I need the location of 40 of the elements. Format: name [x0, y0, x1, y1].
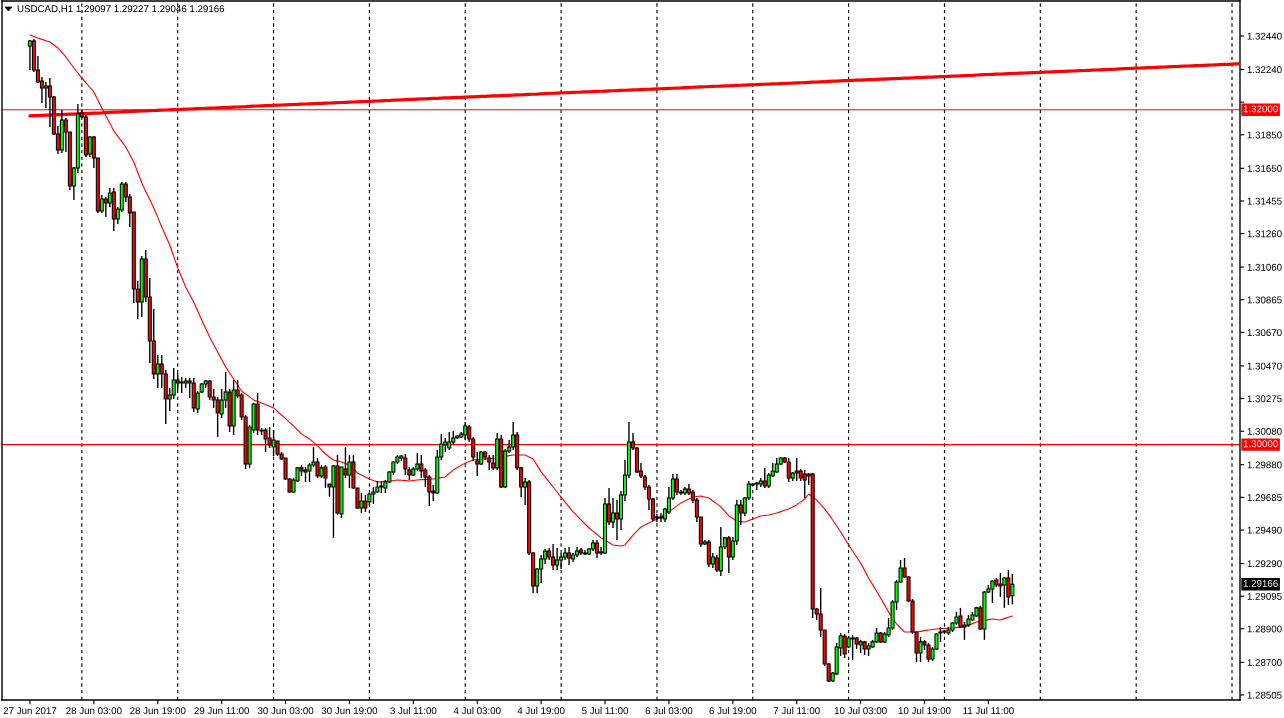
y-tick-label: 1.32240 [1247, 66, 1282, 74]
y-tick-label: 1.29095 [1247, 592, 1282, 600]
y-tick-label: 1.28505 [1247, 691, 1282, 699]
x-tick-label: 7 Jul 11:00 [773, 706, 820, 715]
y-tick-label: 1.30470 [1247, 362, 1282, 370]
x-tick-label: 6 Jul 03:00 [645, 706, 693, 715]
y-tick-label: 1.30275 [1247, 395, 1282, 403]
x-tick-label: 30 Jun 19:00 [321, 707, 378, 715]
x-tick-label: 28 Jun 19:00 [130, 707, 186, 715]
text: 1.29166 [1243, 580, 1278, 587]
x-tick-label: 11 Jul 11:00 [963, 706, 1014, 715]
y-tick-label: 1.31850 [1247, 131, 1282, 139]
x-tick-label: 6 Jul 19:00 [709, 706, 757, 715]
y-tick-label: 1.30670 [1247, 329, 1282, 337]
y-tick-label: 1.30865 [1247, 296, 1282, 304]
y-tick-label: 1.29880 [1247, 461, 1282, 469]
chart-title: USDCAD,H1 1.29097 1.29227 1.29046 1.29166 [17, 5, 225, 14]
x-tick-label: 28 Jun 03:00 [66, 707, 122, 715]
y-tick-label: 1.28900 [1247, 625, 1282, 633]
x-tick-label: 10 Jul 19:00 [898, 706, 951, 715]
ref-line-label: 1.32000 [1243, 105, 1278, 113]
y-tick-label: 1.28700 [1247, 659, 1282, 666]
y-tick-label: 1.31260 [1247, 230, 1282, 238]
y-tick-label: 1.32440 [1247, 32, 1282, 40]
y-tick-label: 1.30080 [1247, 427, 1282, 435]
y-tick-label: 1.29685 [1247, 494, 1282, 501]
ref-line-label: 1.30000 [1243, 440, 1278, 448]
x-tick-label: 27 Jun 2017 [3, 707, 57, 715]
x-tick-label: 4 Jul 03:00 [453, 706, 501, 715]
x-tick-label: 4 Jul 19:00 [517, 706, 565, 715]
x-tick-label: 10 Jul 03:00 [834, 706, 887, 715]
y-tick-label: 1.31650 [1247, 165, 1282, 172]
y-tick-label: 1.31060 [1247, 263, 1282, 271]
x-tick-label: 30 Jun 03:00 [257, 707, 314, 715]
x-tick-label: 5 Jul 11:00 [581, 706, 629, 715]
x-tick-label: 29 Jun 11:00 [194, 707, 250, 715]
y-tick-label: 1.29490 [1247, 526, 1282, 534]
y-tick-label: 1.29290 [1247, 560, 1282, 568]
y-tick-label: 1.31455 [1247, 197, 1282, 205]
x-tick-label: 3 Jul 11:00 [390, 706, 437, 715]
